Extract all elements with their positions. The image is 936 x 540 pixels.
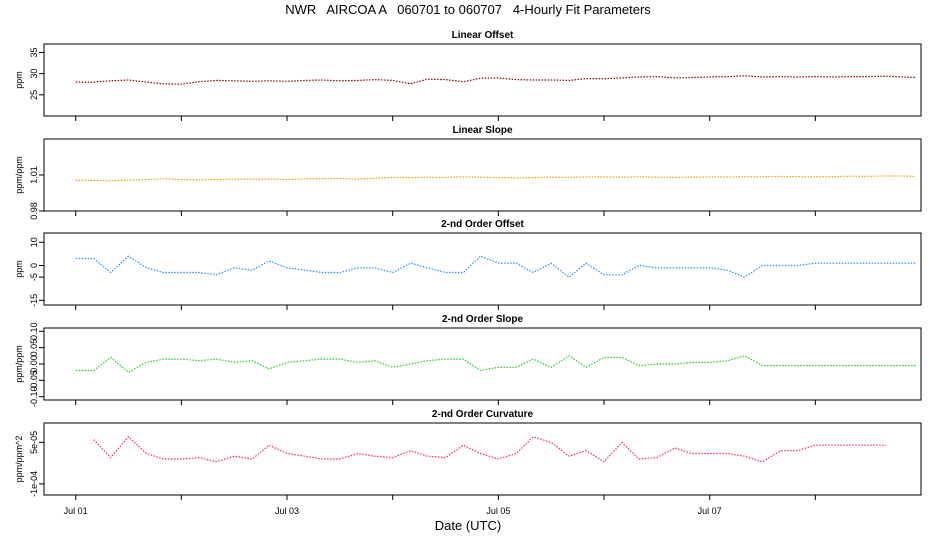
y-tick-label: 1.01 xyxy=(29,166,39,184)
x-tick-label: Jul 01 xyxy=(64,506,88,516)
panel-frame xyxy=(43,327,922,401)
panel-title: 2-nd Order Curvature xyxy=(432,409,534,420)
y-tick-label: 0 xyxy=(29,263,39,268)
figure-title: NWR AIRCOA A 060701 to 060707 4-Hourly F… xyxy=(285,2,651,17)
y-axis-label: ppm/ppm xyxy=(14,156,24,194)
y-tick-label: 0.05 xyxy=(29,339,39,357)
y-axis-label: ppm/ppm^2 xyxy=(14,436,24,483)
y-tick-label: -15 xyxy=(29,294,39,307)
series-line xyxy=(75,175,916,182)
y-tick-label: -0.10 xyxy=(29,386,39,407)
panel-title: 2-nd Order Offset xyxy=(441,219,524,230)
series-line xyxy=(75,255,916,278)
panel-frame xyxy=(43,422,922,496)
panel-frame xyxy=(43,43,922,117)
y-tick-label: 5e-05 xyxy=(29,431,39,454)
panel-frame xyxy=(43,232,922,306)
y-axis-label: ppm xyxy=(14,71,24,89)
panel-title: Linear Slope xyxy=(452,125,512,136)
panel-frame xyxy=(43,138,922,212)
y-tick-label: -5 xyxy=(29,273,39,281)
series-line xyxy=(93,435,887,463)
panel-title: 2-nd Order Slope xyxy=(442,314,524,325)
y-tick-label: -1e-04 xyxy=(29,471,39,497)
panel-title: Linear Offset xyxy=(452,30,514,41)
x-tick-label: Jul 07 xyxy=(698,506,722,516)
x-tick-label: Jul 05 xyxy=(486,506,510,516)
y-tick-label: -0.05 xyxy=(29,370,39,391)
y-tick-label: 0.00 xyxy=(29,355,39,373)
y-tick-label: 10 xyxy=(29,237,39,247)
y-tick-label: 25 xyxy=(29,90,39,100)
y-tick-label: 30 xyxy=(29,69,39,79)
x-axis-title: Date (UTC) xyxy=(434,518,502,533)
series-line xyxy=(75,75,916,85)
y-axis-label: ppm xyxy=(14,260,24,278)
y-tick-label: 0.10 xyxy=(29,323,39,341)
x-tick-label: Jul 03 xyxy=(275,506,299,516)
y-axis-label: ppm/ppm xyxy=(14,345,24,383)
y-tick-label: 35 xyxy=(29,47,39,57)
y-tick-label: 0.98 xyxy=(29,202,39,220)
series-line xyxy=(75,355,916,373)
